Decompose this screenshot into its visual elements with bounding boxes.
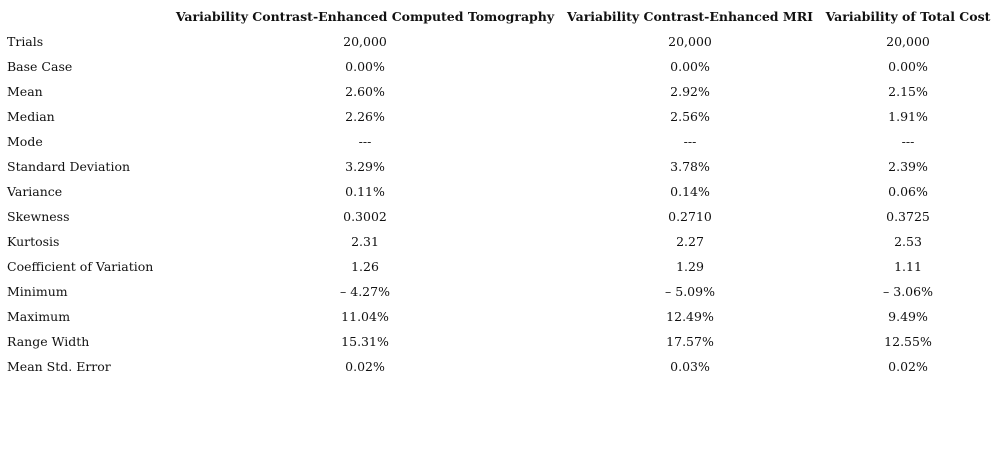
- cell-value: ---: [683, 134, 697, 149]
- cell-value: 15.31%: [341, 334, 389, 349]
- cell-value: 2.92%: [670, 84, 710, 99]
- cell-value: 12.49%: [666, 309, 714, 324]
- cell-value: 3.78%: [670, 159, 710, 174]
- cell-value: ---: [358, 134, 372, 149]
- cell-value: 2.39%: [888, 159, 928, 174]
- row-label: Range Width: [7, 334, 90, 349]
- cell-value: 0.02%: [345, 359, 385, 374]
- cell-value: 20,000: [343, 34, 387, 49]
- cell-value: 0.03%: [670, 359, 710, 374]
- cell-value: 20,000: [668, 34, 712, 49]
- row-label: Base Case: [7, 59, 73, 74]
- column-header: Variability Contrast-Enhanced MRI: [567, 9, 813, 24]
- row-label: Mean Std. Error: [7, 359, 111, 374]
- cell-value: 0.3725: [886, 209, 930, 224]
- cell-value: 12.55%: [884, 334, 932, 349]
- cell-value: 1.91%: [888, 109, 928, 124]
- cell-value: 2.60%: [345, 84, 385, 99]
- cell-value: 2.53: [894, 234, 922, 249]
- cell-value: 0.00%: [888, 59, 928, 74]
- row-label: Mode: [7, 134, 43, 149]
- row-label: Mean: [7, 84, 43, 99]
- cell-value: – 3.06%: [883, 284, 933, 299]
- cell-value: 0.2710: [668, 209, 712, 224]
- row-label: Kurtosis: [7, 234, 60, 249]
- cell-value: 1.11: [894, 259, 922, 274]
- row-label: Standard Deviation: [7, 159, 131, 174]
- cell-value: 2.27: [676, 234, 704, 249]
- cell-value: 0.00%: [670, 59, 710, 74]
- row-label: Trials: [7, 34, 44, 49]
- cell-value: 2.15%: [888, 84, 928, 99]
- cell-value: 0.00%: [345, 59, 385, 74]
- cell-value: 9.49%: [888, 309, 928, 324]
- cell-value: 1.29: [676, 259, 704, 274]
- row-label: Coefficient of Variation: [7, 259, 154, 274]
- cell-value: 1.26: [351, 259, 379, 274]
- cell-value: – 5.09%: [665, 284, 715, 299]
- cell-value: 2.31: [351, 234, 379, 249]
- cell-value: 17.57%: [666, 334, 714, 349]
- row-label: Skewness: [7, 209, 70, 224]
- cell-value: 2.56%: [670, 109, 710, 124]
- row-label: Median: [7, 109, 55, 124]
- cell-value: – 4.27%: [340, 284, 390, 299]
- row-label: Maximum: [7, 309, 71, 324]
- cell-value: 2.26%: [345, 109, 385, 124]
- cell-value: 0.3002: [343, 209, 387, 224]
- cell-value: 0.11%: [345, 184, 385, 199]
- cell-value: 0.06%: [888, 184, 928, 199]
- cell-value: 3.29%: [345, 159, 385, 174]
- cell-value: ---: [901, 134, 915, 149]
- cell-value: 11.04%: [341, 309, 389, 324]
- cell-value: 0.02%: [888, 359, 928, 374]
- cell-value: 0.14%: [670, 184, 710, 199]
- cell-value: 20,000: [886, 34, 930, 49]
- column-header: Variability Contrast-Enhanced Computed T…: [175, 9, 555, 24]
- row-label: Minimum: [7, 284, 68, 299]
- column-header: Variability of Total Cost: [825, 9, 991, 24]
- row-label: Variance: [7, 184, 63, 199]
